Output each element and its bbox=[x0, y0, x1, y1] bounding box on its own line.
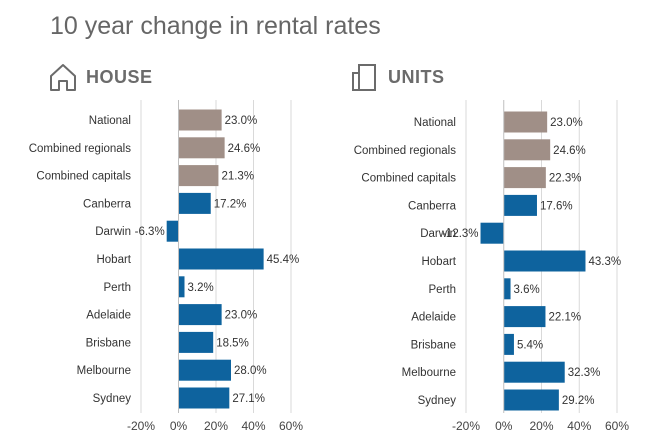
units-bar-sydney bbox=[503, 389, 559, 411]
house-value-label: 23.0% bbox=[225, 115, 258, 127]
house-category-label: National bbox=[89, 115, 131, 127]
house-tick-label: 0% bbox=[170, 419, 188, 433]
house-panel-title: HOUSE bbox=[86, 66, 153, 87]
units-bar-canberra bbox=[503, 194, 537, 216]
house-value-label: 24.6% bbox=[228, 143, 261, 155]
units-value-label: 23.0% bbox=[550, 117, 583, 129]
apartment-icon bbox=[352, 64, 376, 91]
page-title: 10 year change in rental rates bbox=[50, 12, 381, 40]
units-tick-label: -20% bbox=[452, 419, 480, 433]
units-value-label: 24.6% bbox=[553, 145, 586, 157]
house-value-label: 27.1% bbox=[232, 393, 265, 405]
units-bar-adelaide bbox=[503, 306, 546, 328]
house-value-label: 23.0% bbox=[225, 310, 258, 322]
house-category-label: Combined regionals bbox=[29, 143, 132, 155]
units-tick-label: 60% bbox=[605, 419, 629, 433]
units-bar-hobart bbox=[503, 250, 586, 272]
units-panel-title: UNITS bbox=[388, 66, 445, 87]
units-value-label: 29.2% bbox=[562, 395, 595, 407]
house-value-label: 45.4% bbox=[267, 254, 300, 266]
units-value-label: -12.3% bbox=[442, 228, 478, 240]
units-category-label: Darwin bbox=[420, 228, 456, 240]
units-value-label: 43.3% bbox=[588, 256, 621, 268]
house-category-label: Adelaide bbox=[86, 310, 131, 322]
units-value-label: 5.4% bbox=[517, 339, 543, 351]
house-value-label: 3.2% bbox=[188, 282, 214, 294]
units-bar-combined-regionals bbox=[503, 139, 551, 161]
house-icon bbox=[50, 64, 76, 91]
house-bar-perth bbox=[178, 276, 185, 298]
house-tick-label: 60% bbox=[279, 419, 303, 433]
house-bar-adelaide bbox=[178, 304, 222, 326]
units-category-label: Sydney bbox=[418, 395, 457, 407]
units-bar-melbourne bbox=[503, 361, 565, 383]
house-value-label: 18.5% bbox=[216, 337, 249, 349]
units-value-label: 22.3% bbox=[549, 173, 582, 185]
house-bar-melbourne bbox=[178, 359, 231, 381]
units-bar-darwin bbox=[480, 222, 504, 244]
house-category-label: Canberra bbox=[83, 198, 132, 210]
house-category-label: Brisbane bbox=[86, 337, 131, 349]
units-category-label: Canberra bbox=[408, 200, 457, 212]
house-bar-sydney bbox=[178, 387, 230, 409]
house-value-label: 17.2% bbox=[214, 198, 247, 210]
house-category-label: Melbourne bbox=[77, 365, 131, 377]
units-tick-label: 40% bbox=[567, 419, 591, 433]
units-category-label: Combined regionals bbox=[354, 145, 457, 157]
house-bar-hobart bbox=[178, 248, 264, 270]
house-category-label: Sydney bbox=[93, 393, 132, 405]
units-category-label: Combined capitals bbox=[361, 173, 456, 185]
units-category-label: Adelaide bbox=[411, 312, 456, 324]
units-bar-national bbox=[503, 111, 548, 133]
units-category-label: Brisbane bbox=[411, 339, 456, 351]
house-tick-label: 20% bbox=[204, 419, 228, 433]
house-category-label: Perth bbox=[104, 282, 132, 294]
house-bar-combined-regionals bbox=[178, 137, 225, 159]
units-value-label: 22.1% bbox=[548, 312, 581, 324]
house-value-label: 21.3% bbox=[221, 171, 254, 183]
house-bar-combined-capitals bbox=[178, 165, 219, 187]
units-bar-combined-capitals bbox=[503, 167, 546, 189]
units-tick-label: 20% bbox=[529, 419, 553, 433]
house-panel-header: HOUSE bbox=[48, 62, 153, 92]
units-category-label: Perth bbox=[429, 284, 457, 296]
house-tick-label: -20% bbox=[127, 419, 155, 433]
units-value-label: 3.6% bbox=[514, 284, 540, 296]
units-category-label: National bbox=[414, 117, 456, 129]
house-category-label: Hobart bbox=[96, 254, 131, 266]
house-bar-national bbox=[178, 109, 222, 131]
house-category-label: Darwin bbox=[95, 226, 131, 238]
units-category-label: Melbourne bbox=[402, 367, 456, 379]
house-value-label: -6.3% bbox=[135, 226, 165, 238]
units-bar-perth bbox=[503, 278, 511, 300]
house-value-label: 28.0% bbox=[234, 365, 267, 377]
units-bar-brisbane bbox=[503, 333, 514, 355]
house-chart: -20% 0% 20% 40% 60% National 23.0% Combined reg… bbox=[29, 100, 303, 433]
units-tick-label: 0% bbox=[495, 419, 513, 433]
house-bar-brisbane bbox=[178, 331, 214, 353]
house-bar-darwin bbox=[166, 220, 179, 242]
units-value-label: 17.6% bbox=[540, 200, 573, 212]
house-category-label: Combined capitals bbox=[36, 171, 131, 183]
units-value-label: 32.3% bbox=[568, 367, 601, 379]
house-tick-label: 40% bbox=[241, 419, 265, 433]
units-category-label: Hobart bbox=[421, 256, 456, 268]
units-panel-header: UNITS bbox=[350, 62, 445, 92]
house-bar-canberra bbox=[178, 192, 211, 214]
